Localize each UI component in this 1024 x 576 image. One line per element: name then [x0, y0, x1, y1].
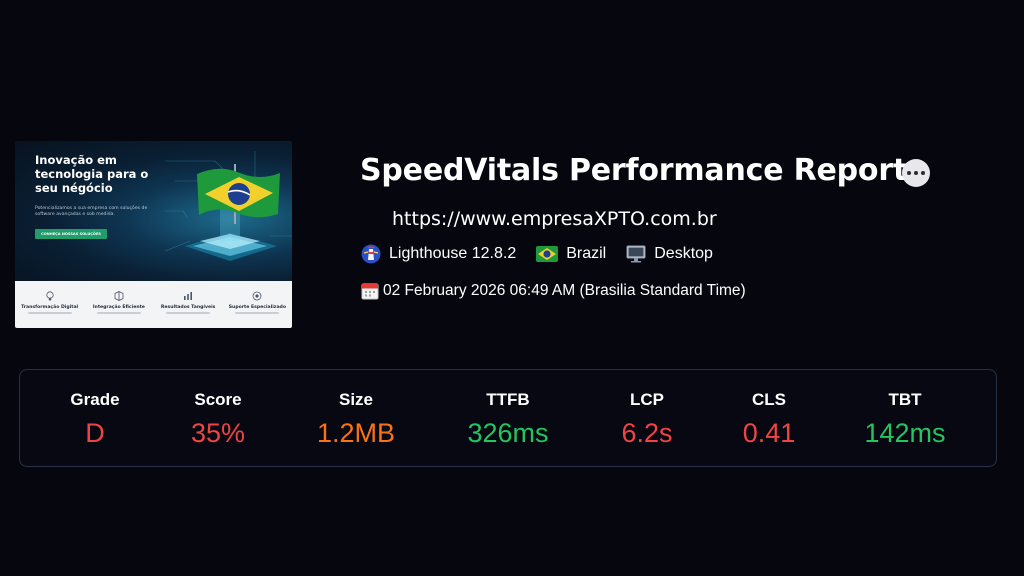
metric-grade: Grade D [25, 370, 165, 468]
metric-label: Size [338, 390, 374, 409]
metric-tbt: TBT 142ms [835, 370, 975, 468]
more-options-icon[interactable] [902, 159, 930, 187]
metric-label: LCP [630, 390, 664, 409]
feature-label: Resultados Tangíveis [160, 305, 216, 310]
metric-label: Score [194, 390, 242, 409]
metric-value: 142ms [864, 418, 946, 448]
metrics-panel: Grade D Score 35% Size 1.2MB TTFB 326ms … [19, 369, 997, 467]
feature-desc-placeholder [96, 312, 141, 314]
location-label: Brazil [566, 245, 607, 262]
metric-value: D [85, 418, 105, 448]
metric-value: 6.2s [621, 418, 673, 448]
test-device: Desktop [626, 245, 713, 263]
metric-lcp: LCP 6.2s [577, 370, 717, 468]
metric-score: Score 35% [148, 370, 288, 468]
calendar-icon [361, 283, 379, 300]
metric-cls: CLS 0.41 [699, 370, 839, 468]
feature-desc-placeholder [166, 312, 211, 314]
metric-label: TBT [888, 390, 922, 409]
lighthouse-label: Lighthouse 12.8.2 [389, 245, 517, 262]
preview-subtitle: Potencializamos a sua empresa com soluçõ… [35, 206, 148, 217]
brazil-flag-icon [536, 246, 559, 262]
metric-value: 326ms [467, 418, 549, 448]
date-label: 02 February 2026 06:49 AM (Brasilia Stan… [383, 282, 746, 299]
feature-label: Transformação Digital [21, 305, 79, 310]
metric-value: 1.2MB [316, 418, 396, 448]
feature-item: Resultados Tangíveis [154, 281, 223, 328]
metric-ttfb: TTFB 326ms [438, 370, 578, 468]
bar-chart-icon [184, 292, 193, 300]
metric-value: 0.41 [742, 418, 796, 448]
device-label: Desktop [654, 245, 713, 262]
support-icon [252, 291, 262, 301]
metric-size: Size 1.2MB [286, 370, 426, 468]
test-meta: Lighthouse 12.8.2 Brazil Desktop [361, 243, 733, 265]
feature-desc-placeholder [235, 312, 280, 314]
feature-label: Suporte Especializado [228, 305, 286, 310]
report-date: 02 February 2026 06:49 AM (Brasilia Stan… [361, 281, 746, 301]
preview-title: Inovação em tecnologia para o seu négóci… [35, 153, 149, 195]
tested-url[interactable]: https://www.empresaXPTO.com.br [392, 208, 717, 230]
desktop-monitor-icon [626, 245, 646, 263]
website-preview: Inovação em tecnologia para o seu négóci… [15, 141, 292, 328]
metric-label: CLS [752, 390, 786, 409]
feature-item: Suporte Especializado [223, 281, 292, 328]
feature-desc-placeholder [27, 312, 72, 314]
feature-item: Integração Eficiente [84, 281, 153, 328]
metric-value: 35% [190, 418, 246, 448]
preview-cta-button[interactable]: CONHEÇA NOSSAS SOLUÇÕES [35, 229, 107, 239]
metric-label: Grade [70, 390, 120, 409]
lightbulb-icon [46, 291, 54, 301]
feature-label: Integração Eficiente [92, 305, 145, 310]
brazil-flag-icon [197, 164, 280, 224]
test-location: Brazil [536, 245, 606, 263]
feature-item: Transformação Digital [15, 281, 84, 328]
metric-label: TTFB [486, 390, 530, 409]
cube-icon [114, 291, 124, 301]
report-title: SpeedVitals Performance Report [360, 153, 908, 188]
lighthouse-version: Lighthouse 12.8.2 [361, 244, 516, 264]
preview-hero: Inovação em tecnologia para o seu négóci… [15, 141, 292, 281]
lighthouse-icon [361, 244, 381, 264]
preview-features: Transformação Digital Integração Eficien… [15, 281, 292, 328]
